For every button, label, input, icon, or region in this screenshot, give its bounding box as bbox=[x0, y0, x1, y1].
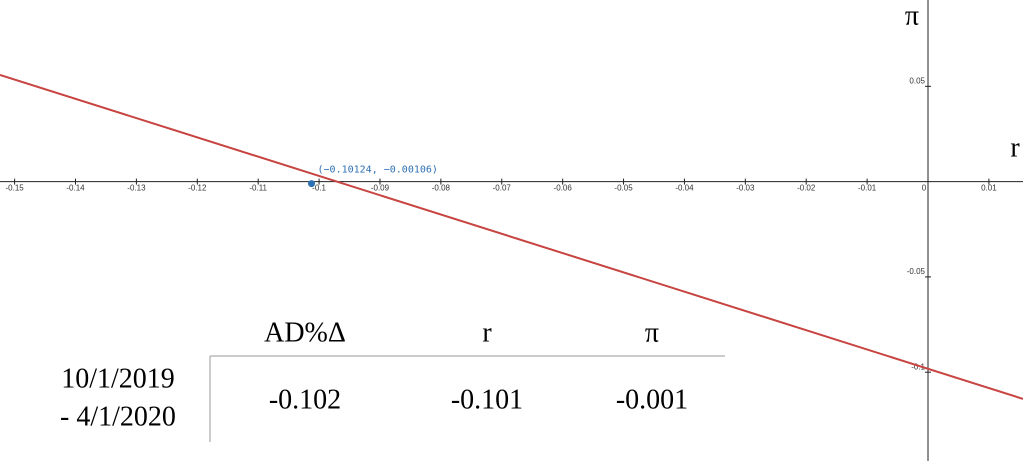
x-tick-label: -0.1 bbox=[312, 184, 326, 193]
x-tick-label: -0.11 bbox=[249, 184, 267, 193]
x-tick-label: -0.06 bbox=[554, 184, 573, 193]
x-tick-label: -0.15 bbox=[5, 184, 24, 193]
table-header: AD%Δ bbox=[264, 317, 346, 348]
x-tick-label: -0.12 bbox=[188, 184, 207, 193]
table-header: π bbox=[645, 317, 659, 348]
x-tick-label: 0.01 bbox=[981, 184, 997, 193]
x-tick-label: -0.07 bbox=[493, 184, 512, 193]
x-tick-label: -0.14 bbox=[66, 184, 85, 193]
table-header: r bbox=[482, 317, 492, 348]
x-tick-label: -0.02 bbox=[797, 184, 816, 193]
x-axis-label: r bbox=[1010, 132, 1020, 163]
y-tick-label: -0.1 bbox=[911, 362, 925, 371]
x-tick-label: -0.01 bbox=[858, 184, 877, 193]
y-tick-label: -0.05 bbox=[907, 267, 926, 276]
line bbox=[0, 73, 1023, 400]
x-tick-label: -0.09 bbox=[371, 184, 390, 193]
table-cell: -0.101 bbox=[451, 384, 523, 415]
y-tick-label: 0.05 bbox=[909, 76, 925, 85]
x-tick-label: -0.08 bbox=[432, 184, 451, 193]
x-tick-label: -0.05 bbox=[614, 184, 633, 193]
point-label: (−0.10124, −0.00106) bbox=[318, 165, 438, 176]
x-tick-label: 0 bbox=[922, 184, 927, 193]
y-axis-label: π bbox=[905, 0, 919, 31]
table-cell: -0.001 bbox=[616, 384, 688, 415]
x-tick-label: -0.03 bbox=[736, 184, 755, 193]
row-label: - 4/1/2020 bbox=[60, 401, 176, 432]
x-tick-label: -0.13 bbox=[127, 184, 146, 193]
row-label: 10/1/2019 bbox=[61, 363, 175, 394]
table-cell: -0.102 bbox=[269, 384, 341, 415]
x-tick-label: -0.04 bbox=[675, 184, 694, 193]
point bbox=[308, 180, 316, 188]
